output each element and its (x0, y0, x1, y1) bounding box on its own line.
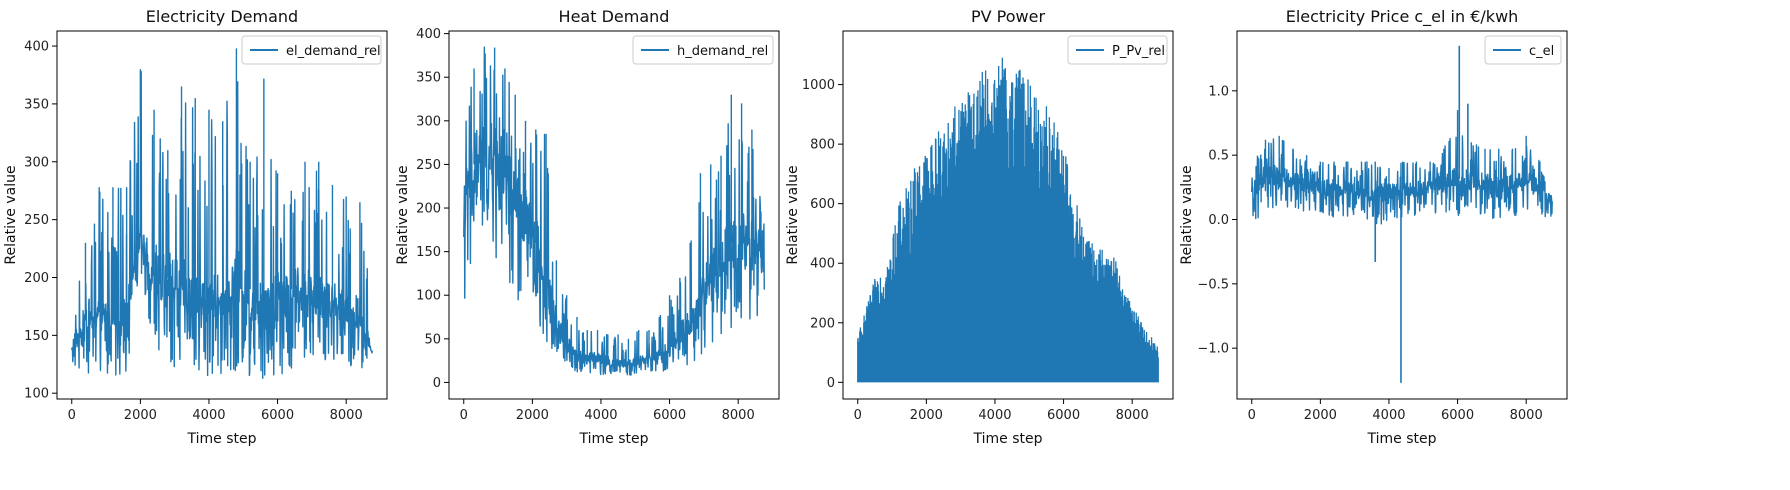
legend-box (1067, 35, 1168, 65)
y-tick-label: 50 (424, 332, 441, 347)
y-axis-label: Relative value (785, 165, 801, 264)
x-axis: 0 2000 4000 6000 8000 (68, 399, 363, 423)
y-tick-label: 100 (416, 289, 441, 304)
y-tick-label: 400 (416, 27, 441, 42)
plot-area (1251, 45, 1553, 383)
y-tick-label: 100 (24, 387, 49, 402)
x-tick-label: 8000 (1116, 408, 1149, 423)
legend-label: h_demand_rel (677, 44, 768, 59)
axes-frame (1236, 30, 1568, 400)
y-tick-label: 200 (810, 316, 835, 331)
x-tick-label: 4000 (1372, 408, 1405, 423)
y-tick-label: 250 (24, 213, 49, 228)
x-axis-label: Time step (187, 431, 257, 447)
panel-title: Heat Demand (559, 7, 670, 26)
panel-pv-power: PV Power 0 2000 4000 6000 8000 0 200 400 600 800… (785, 7, 1174, 447)
legend-label: el_demand_rel (286, 44, 381, 59)
legend: h_demand_rel (632, 35, 774, 65)
y-tick-label: 0 (433, 376, 441, 391)
y-tick-label: 300 (24, 155, 49, 170)
legend: el_demand_rel (241, 35, 382, 65)
x-tick-label: 8000 (722, 408, 755, 423)
y-tick-label: 250 (416, 158, 441, 173)
x-tick-label: 4000 (584, 408, 617, 423)
x-axis: 0 2000 4000 6000 8000 (854, 399, 1149, 423)
x-tick-label: 0 (1248, 408, 1256, 423)
x-tick-label: 6000 (1441, 408, 1474, 423)
y-axis: 100 150 200 250 300 350 400 (24, 40, 57, 402)
y-tick-label: 400 (24, 40, 49, 55)
y-tick-label: 0.5 (1208, 149, 1229, 164)
y-tick-label: 0.0 (1208, 213, 1229, 228)
y-tick-label: 400 (810, 257, 835, 272)
y-tick-label: 600 (810, 197, 835, 212)
y-tick-label: 150 (416, 245, 441, 260)
y-tick-label: −0.5 (1197, 277, 1229, 292)
y-tick-label: 0 (827, 376, 835, 391)
y-axis-label: Relative value (1179, 165, 1195, 264)
x-tick-label: 4000 (192, 408, 225, 423)
y-tick-label: 1.0 (1208, 84, 1229, 99)
y-tick-label: 200 (416, 202, 441, 217)
legend: P_Pv_rel (1067, 35, 1168, 65)
panel-title: PV Power (971, 7, 1045, 26)
x-tick-label: 8000 (1510, 408, 1543, 423)
x-tick-label: 6000 (261, 408, 294, 423)
panel-electricity-demand: Electricity Demand 0 2000 4000 6000 8000 100… (3, 7, 388, 447)
x-axis-label: Time step (579, 431, 649, 447)
plot-area (857, 57, 1159, 383)
legend-label: P_Pv_rel (1112, 44, 1165, 59)
panel-title: Electricity Demand (146, 7, 298, 26)
y-tick-label: 150 (24, 329, 49, 344)
x-tick-label: 8000 (330, 408, 363, 423)
series-line-h_demand_rel (463, 53, 765, 376)
series-line-el_demand_rel (71, 71, 373, 379)
axes-frame (448, 30, 780, 400)
x-tick-label: 2000 (910, 408, 943, 423)
x-tick-label: 2000 (1304, 408, 1337, 423)
panel-title: Electricity Price c_el in €/kwh (1286, 7, 1519, 27)
y-axis-label: Relative value (3, 165, 19, 264)
y-tick-label: 300 (416, 114, 441, 129)
y-tick-label: 350 (416, 71, 441, 86)
x-tick-label: 2000 (516, 408, 549, 423)
legend-box (1484, 35, 1562, 65)
y-axis: 0 50 100 150 200 250 300 350 400 (416, 27, 449, 391)
x-tick-label: 2000 (124, 408, 157, 423)
y-tick-label: 200 (24, 271, 49, 286)
legend: c_el (1484, 35, 1562, 65)
x-tick-label: 0 (854, 408, 862, 423)
panel-electricity-price: Electricity Price c_el in €/kwh 0 2000 400… (1179, 7, 1568, 447)
panel-heat-demand: Heat Demand 0 2000 4000 6000 8000 0 50 100 150 2… (395, 7, 780, 447)
x-axis: 0 2000 4000 6000 8000 (460, 399, 755, 423)
series-line-c_el (1251, 135, 1553, 225)
y-tick-label: 350 (24, 97, 49, 112)
x-tick-label: 0 (460, 408, 468, 423)
x-tick-label: 6000 (653, 408, 686, 423)
legend-box (241, 35, 382, 65)
y-axis-label: Relative value (395, 165, 411, 264)
axes-frame (842, 30, 1174, 400)
x-tick-label: 4000 (978, 408, 1011, 423)
x-axis: 0 2000 4000 6000 8000 (1248, 399, 1543, 423)
y-tick-label: 1000 (802, 78, 835, 93)
x-axis-label: Time step (1367, 431, 1437, 447)
series-line-P_Pv_rel (857, 57, 1159, 383)
plot-area (463, 46, 765, 376)
axes-frame (56, 30, 388, 400)
x-tick-label: 0 (68, 408, 76, 423)
y-axis: 0 200 400 600 800 1000 (802, 78, 843, 391)
x-tick-label: 6000 (1047, 408, 1080, 423)
y-tick-label: 800 (810, 138, 835, 153)
y-axis: −1.0 −0.5 0.0 0.5 1.0 (1197, 84, 1237, 357)
plot-area (71, 48, 373, 379)
x-axis-label: Time step (973, 431, 1043, 447)
legend-label: c_el (1529, 44, 1554, 59)
y-tick-label: −1.0 (1197, 342, 1229, 357)
legend-box (632, 35, 774, 65)
